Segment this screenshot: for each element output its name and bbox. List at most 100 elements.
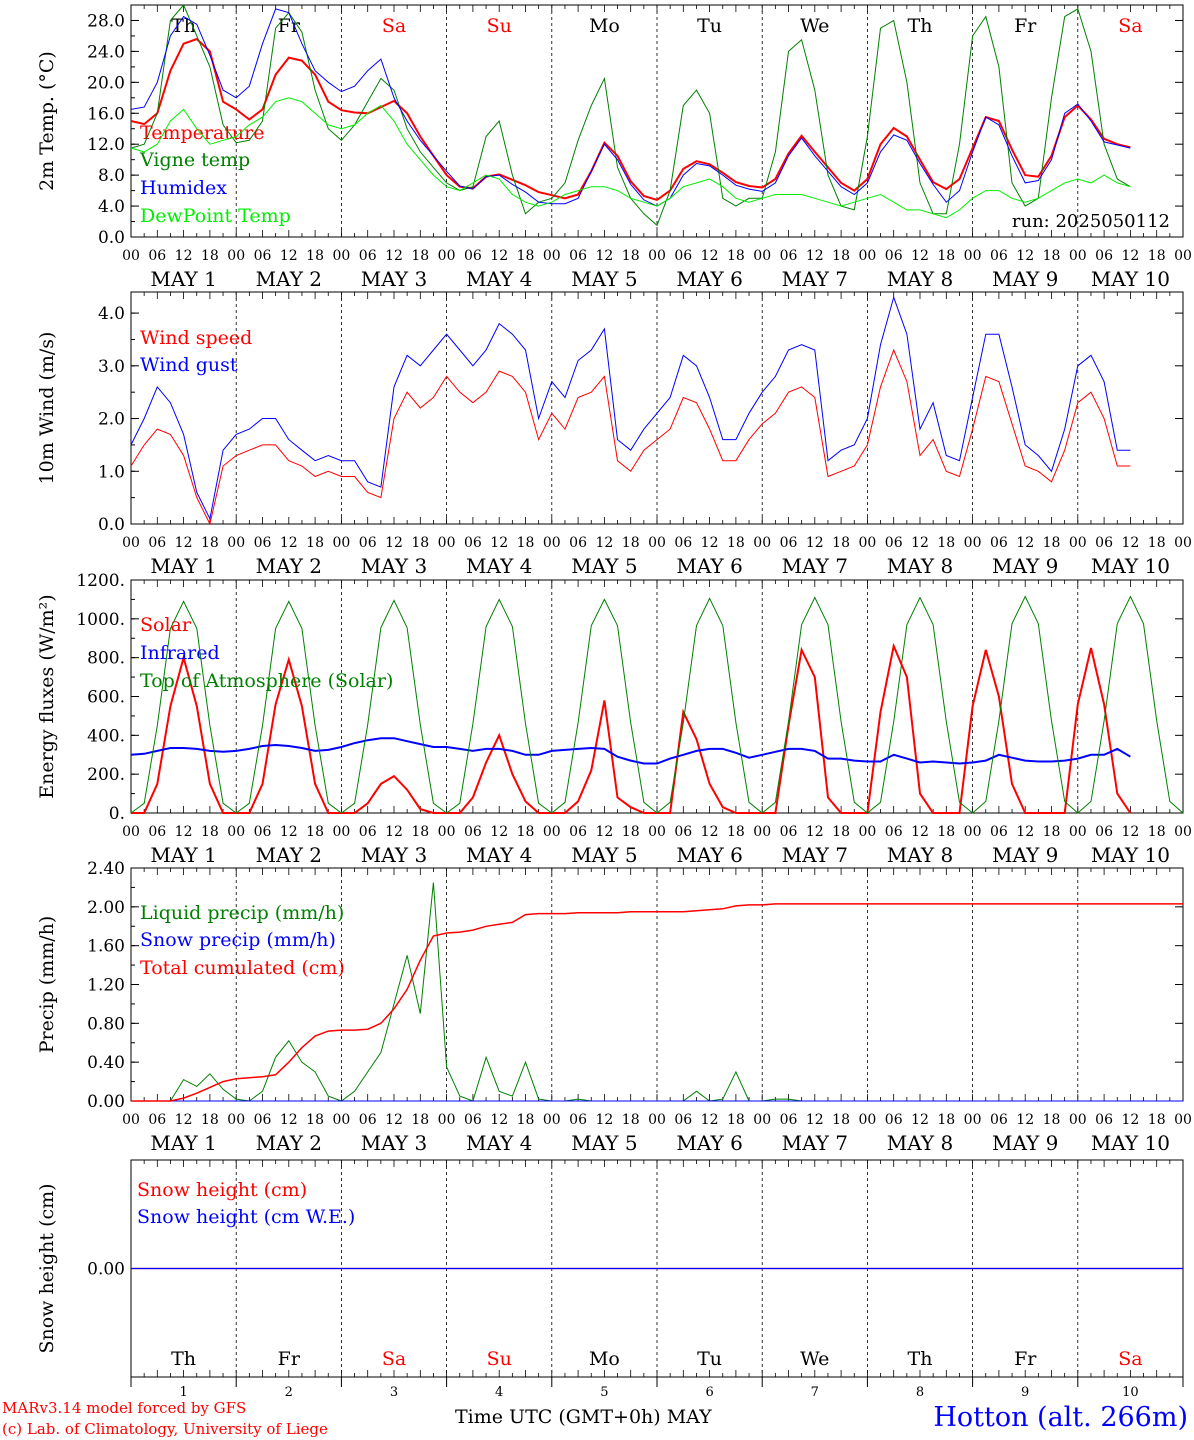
legend-entry: Wind speed — [140, 327, 252, 349]
hour-tick-label: 18 — [201, 1112, 219, 1128]
hour-tick-label: 12 — [806, 535, 824, 551]
hour-tick-label: 18 — [937, 824, 955, 840]
day-number-label: 7 — [811, 1385, 819, 1400]
legend-entry: Total cumulated (cm) — [140, 957, 345, 979]
date-label: MAY 2 — [256, 267, 322, 291]
date-label: MAY 2 — [256, 554, 322, 578]
y-tick-label: 16.0 — [87, 104, 125, 124]
legend-entry: Snow height (cm) — [137, 1179, 307, 1201]
panel-5: 0.00 Snow height (cm) Th Fr Sa Su Mo Tu We Th Fr Sa… — [36, 1159, 1184, 1400]
hour-tick-label: 06 — [990, 1112, 1008, 1128]
series-line-2 — [130, 737, 1131, 765]
hour-tick-label: 12 — [1121, 1112, 1139, 1128]
panel-3: 0. 200. 400. 600. 800. 1000. 1200. Energy fluxe… — [36, 571, 1192, 867]
hour-tick-label: 18 — [832, 248, 850, 264]
weekday-label: Fr — [1014, 1348, 1037, 1370]
hour-tick-label: 00 — [543, 1112, 561, 1128]
hour-tick-label: 12 — [385, 824, 403, 840]
date-label: MAY 4 — [466, 1131, 532, 1155]
y-tick-label: 1.0 — [98, 462, 125, 482]
date-label: MAY 3 — [361, 1131, 427, 1155]
hour-tick-label: 06 — [990, 248, 1008, 264]
hour-tick-label: 12 — [806, 1112, 824, 1128]
hour-tick-label: 06 — [148, 535, 166, 551]
legend-entry: Snow height (cm W.E.) — [137, 1206, 355, 1228]
hour-tick-label: 18 — [727, 824, 745, 840]
y-tick-label: 800. — [87, 649, 125, 669]
y-tick-label: 24.0 — [87, 42, 125, 62]
y-tick-label: 0.0 — [98, 515, 125, 535]
hour-tick-label: 06 — [569, 1112, 587, 1128]
date-label: MAY 6 — [676, 843, 742, 867]
hour-tick-label: 18 — [411, 248, 429, 264]
y-axis-label: Precip (mm/h) — [36, 916, 58, 1054]
date-label: MAY 2 — [256, 843, 322, 867]
date-label: MAY 7 — [782, 267, 848, 291]
date-label: MAY 5 — [571, 267, 637, 291]
hour-tick-label: 12 — [175, 1112, 193, 1128]
legend-entry: Wind gust — [140, 354, 238, 376]
y-tick-label: 0.00 — [87, 1260, 125, 1280]
hour-tick-label: 18 — [832, 535, 850, 551]
y-axis-label: 2m Temp. (°C) — [36, 51, 58, 191]
hour-tick-label: 18 — [411, 1112, 429, 1128]
hour-tick-label: 12 — [1121, 824, 1139, 840]
date-label: MAY 9 — [992, 554, 1058, 578]
hour-tick-label: 00 — [227, 1112, 245, 1128]
hour-tick-label: 18 — [1043, 1112, 1061, 1128]
weekday-label: Fr — [278, 15, 301, 37]
hour-tick-label: 18 — [832, 824, 850, 840]
hour-tick-label: 12 — [175, 824, 193, 840]
weekday-label: Tu — [697, 15, 722, 37]
hour-tick-label: 06 — [254, 535, 272, 551]
date-label: MAY 5 — [571, 1131, 637, 1155]
date-label: MAY 5 — [571, 554, 637, 578]
y-tick-label: 1.20 — [87, 976, 125, 996]
hour-tick-label: 12 — [701, 248, 719, 264]
hour-tick-label: 12 — [490, 535, 508, 551]
date-label: MAY 7 — [782, 1131, 848, 1155]
series-line-1 — [131, 642, 1132, 814]
hour-tick-label: 06 — [1095, 248, 1113, 264]
hour-tick-label: 12 — [175, 248, 193, 264]
hour-tick-label: 12 — [385, 248, 403, 264]
time-axis-label: Time UTC (GMT+0h) MAY — [455, 1406, 712, 1428]
hour-tick-label: 18 — [517, 535, 535, 551]
hour-tick-label: 18 — [622, 248, 640, 264]
hour-tick-label: 12 — [595, 248, 613, 264]
date-label: MAY 5 — [571, 843, 637, 867]
hour-tick-label: 18 — [201, 248, 219, 264]
y-tick-label: 0. — [109, 804, 125, 824]
hour-tick-label: 06 — [780, 824, 798, 840]
hour-tick-label: 12 — [911, 248, 929, 264]
hour-tick-label: 12 — [385, 535, 403, 551]
date-label: MAY 7 — [782, 843, 848, 867]
date-label: MAY 7 — [782, 554, 848, 578]
weekday-label: Su — [487, 1348, 512, 1370]
hour-tick-label: 00 — [1174, 1112, 1192, 1128]
run-annotation: run: 2025050112 — [1012, 211, 1170, 232]
hour-tick-label: 18 — [937, 248, 955, 264]
series-line-4 — [130, 97, 1131, 219]
y-tick-label: 2.0 — [98, 410, 125, 430]
hour-tick-label: 00 — [753, 1112, 771, 1128]
hour-tick-label: 18 — [1148, 1112, 1166, 1128]
date-label: MAY 1 — [150, 554, 216, 578]
date-label: MAY 10 — [1091, 554, 1170, 578]
date-label: MAY 9 — [992, 1131, 1058, 1155]
hour-tick-label: 00 — [1069, 824, 1087, 840]
hour-tick-label: 06 — [464, 1112, 482, 1128]
date-label: MAY 10 — [1091, 843, 1170, 867]
hour-tick-label: 12 — [595, 535, 613, 551]
hour-tick-label: 00 — [648, 535, 666, 551]
legend-entry: Snow precip (mm/h) — [140, 929, 336, 951]
hour-tick-label: 12 — [490, 1112, 508, 1128]
hour-tick-label: 06 — [780, 248, 798, 264]
weekday-label: Sa — [1118, 1348, 1142, 1370]
legend-entry: Solar — [140, 614, 192, 636]
hour-tick-label: 12 — [806, 248, 824, 264]
hour-tick-label: 18 — [727, 248, 745, 264]
series-line-2 — [130, 295, 1131, 521]
y-tick-label: 0.40 — [87, 1053, 125, 1073]
